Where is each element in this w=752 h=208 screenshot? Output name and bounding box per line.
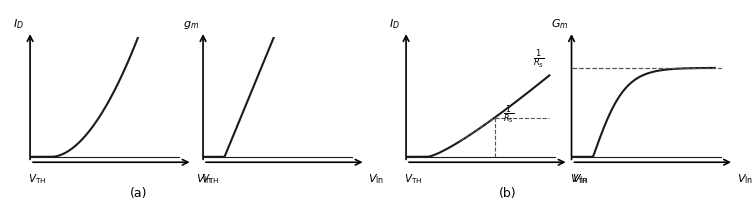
- Text: $V_{\rm In}$: $V_{\rm In}$: [572, 172, 588, 186]
- Text: (a): (a): [130, 187, 148, 200]
- Text: $I_D$: $I_D$: [389, 17, 399, 31]
- Text: $\frac{1}{R_S}$: $\frac{1}{R_S}$: [533, 48, 544, 72]
- Text: (b): (b): [499, 187, 517, 200]
- Text: $V_{\rm In}$: $V_{\rm In}$: [368, 172, 385, 186]
- Text: $V_{\rm TH}$: $V_{\rm TH}$: [202, 172, 220, 186]
- Text: $V_{\rm TH}$: $V_{\rm TH}$: [405, 172, 423, 186]
- Text: $V_{\rm TH}$: $V_{\rm TH}$: [570, 172, 588, 186]
- Text: $V_{\rm TH}$: $V_{\rm TH}$: [29, 172, 47, 186]
- Text: $\frac{1}{R_S}$: $\frac{1}{R_S}$: [503, 103, 514, 126]
- Text: $V_{\rm In}$: $V_{\rm In}$: [737, 172, 752, 186]
- Text: $g_m$: $g_m$: [183, 19, 199, 31]
- Text: $V_{\rm In}$: $V_{\rm In}$: [196, 172, 212, 186]
- Text: $G_m$: $G_m$: [550, 17, 569, 31]
- Text: $I_D$: $I_D$: [13, 17, 23, 31]
